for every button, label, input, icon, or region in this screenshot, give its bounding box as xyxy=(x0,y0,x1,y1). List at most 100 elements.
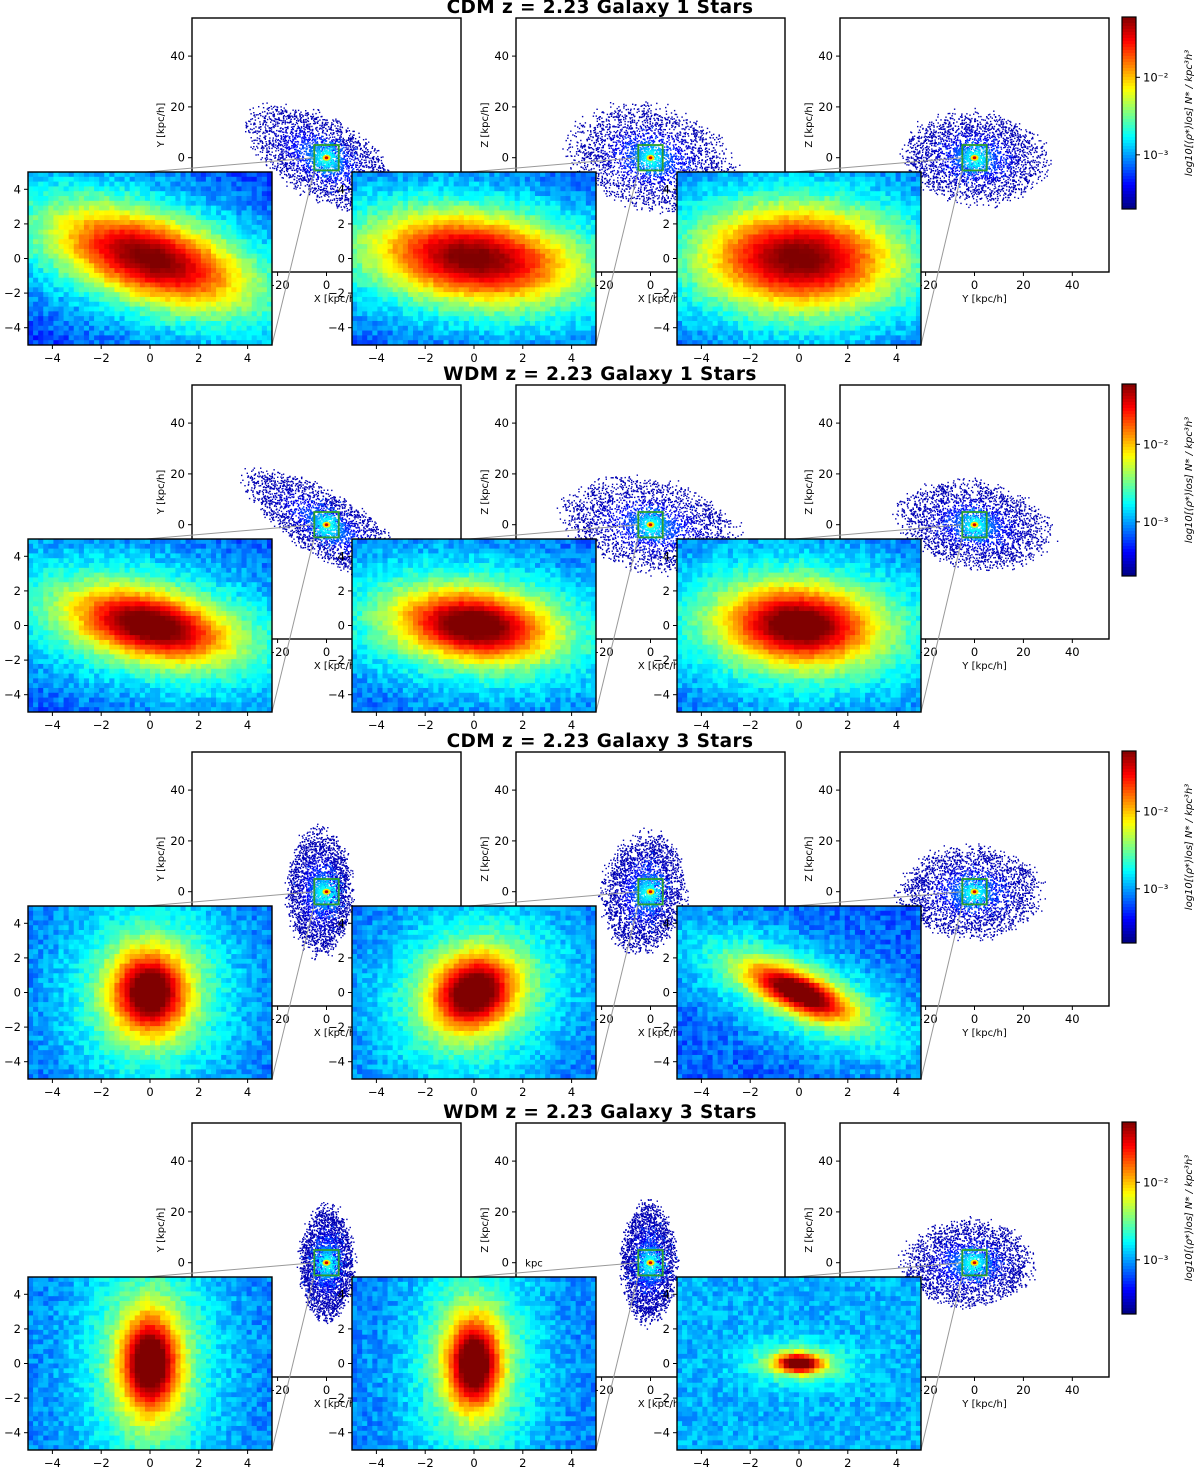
inset-y-tick-label: −4 xyxy=(4,321,21,335)
inset-x-tick-label: 4 xyxy=(244,1456,251,1470)
inset-heatmap xyxy=(677,172,921,345)
inset-y-tick-label: 2 xyxy=(663,1322,670,1336)
inset-x-tick-label: −2 xyxy=(93,718,110,732)
inset-heatmap xyxy=(28,906,272,1079)
inset-y-tick-label: 0 xyxy=(338,986,345,1000)
colorbar-tick-label: 10⁻² xyxy=(1143,437,1168,451)
inset-y-tick-label: 4 xyxy=(338,182,345,196)
inset-x-tick-label: 4 xyxy=(244,1085,251,1099)
y-tick-label: 0 xyxy=(826,151,833,165)
x-axis-label: Y [kpc/h] xyxy=(961,661,1007,672)
inset-x-tick-label: 4 xyxy=(893,1085,900,1099)
inset-x-tick-label: 2 xyxy=(195,1085,202,1099)
inset-heatmap xyxy=(28,172,272,345)
y-tick-label: 0 xyxy=(502,885,509,899)
y-tick-label: 0 xyxy=(178,518,185,532)
inset-x-tick-label: −2 xyxy=(742,1456,759,1470)
inset-y-tick-label: −4 xyxy=(328,1426,345,1440)
y-tick-label: 40 xyxy=(170,49,185,63)
colorbar-tick-label: 10⁻³ xyxy=(1143,1253,1169,1267)
inset-heatmap xyxy=(677,1277,921,1450)
inset-y-tick-label: 4 xyxy=(14,916,21,930)
inset-x-tick-label: 4 xyxy=(244,718,251,732)
inset-x-tick-label: 2 xyxy=(844,351,851,365)
inset-y-tick-label: 2 xyxy=(663,584,670,598)
colorbar-tick-label: 10⁻³ xyxy=(1143,882,1169,896)
inset-y-tick-label: −2 xyxy=(328,1391,345,1405)
inset-y-tick-label: −4 xyxy=(328,321,345,335)
inset-y-tick-label: 0 xyxy=(14,619,21,633)
inset-y-tick-label: −2 xyxy=(653,653,670,667)
inset-x-tick-label: −2 xyxy=(742,351,759,365)
x-tick-label: 20 xyxy=(1016,278,1031,292)
inset-x-tick-label: 0 xyxy=(146,1456,153,1470)
inset-y-tick-label: −2 xyxy=(653,286,670,300)
inset-x-tick-label: −4 xyxy=(368,351,385,365)
inset-x-tick-label: 4 xyxy=(893,351,900,365)
y-tick-label: 0 xyxy=(178,1256,185,1270)
inset-y-tick-label: 2 xyxy=(663,217,670,231)
inset-y-tick-label: −2 xyxy=(4,653,21,667)
inset-y-tick-label: −4 xyxy=(653,1426,670,1440)
inset-y-tick-label: −2 xyxy=(4,286,21,300)
y-axis-label: Y [kpc/h] xyxy=(156,837,167,883)
inset-y-tick-label: −4 xyxy=(328,688,345,702)
inset-x-tick-label: −2 xyxy=(742,1085,759,1099)
inset-y-tick-label: −4 xyxy=(653,688,670,702)
inset-x-tick-label: 2 xyxy=(519,1085,526,1099)
inset-y-tick-label: 2 xyxy=(338,1322,345,1336)
x-axis-label: Y [kpc/h] xyxy=(961,294,1007,305)
inset-x-tick-label: 2 xyxy=(195,718,202,732)
inset-y-tick-label: 4 xyxy=(663,182,670,196)
inset-heatmap xyxy=(352,539,596,712)
x-axis-label: Y [kpc/h] xyxy=(961,1399,1007,1410)
y-tick-label: 0 xyxy=(502,518,509,532)
y-tick-label: 40 xyxy=(170,783,185,797)
inset-x-tick-label: −2 xyxy=(93,1085,110,1099)
colorbar-tick-label: 10⁻² xyxy=(1143,70,1168,84)
inset-x-tick-label: −4 xyxy=(44,1085,61,1099)
y-tick-label: 40 xyxy=(494,783,509,797)
inset-x-tick-label: 0 xyxy=(470,351,477,365)
inset-x-tick-label: 2 xyxy=(195,1456,202,1470)
inset-y-tick-label: −4 xyxy=(4,1426,21,1440)
y-axis-label: Z [kpc/h] xyxy=(804,836,815,881)
inset-y-tick-label: 0 xyxy=(338,252,345,266)
inset-y-tick-label: −2 xyxy=(4,1020,21,1034)
inset-y-tick-label: −2 xyxy=(328,286,345,300)
inset-y-tick-label: 2 xyxy=(338,951,345,965)
panel-row: WDM z = 2.23 Galaxy 1 Stars−2002040−2002… xyxy=(0,367,1200,732)
x-tick-label: 40 xyxy=(1065,278,1080,292)
x-axis-label: Y [kpc/h] xyxy=(961,1028,1007,1039)
inset-y-tick-label: 0 xyxy=(14,252,21,266)
y-tick-label: 0 xyxy=(502,1256,509,1270)
inset-x-tick-label: −2 xyxy=(417,718,434,732)
inset-y-tick-label: 4 xyxy=(14,182,21,196)
inset-y-tick-label: 0 xyxy=(338,1357,345,1371)
inset-y-tick-label: −4 xyxy=(653,1055,670,1069)
y-axis-label: Z [kpc/h] xyxy=(480,836,491,881)
y-tick-label: 20 xyxy=(170,467,185,481)
y-axis-label: Z [kpc/h] xyxy=(480,102,491,147)
inset-y-tick-label: 4 xyxy=(663,1287,670,1301)
y-tick-label: 40 xyxy=(818,416,833,430)
inset-x-tick-label: 0 xyxy=(146,718,153,732)
inset-y-tick-label: 2 xyxy=(14,1322,21,1336)
inset-y-tick-label: 0 xyxy=(663,1357,670,1371)
x-tick-label: 20 xyxy=(1016,645,1031,659)
inset-x-tick-label: −4 xyxy=(693,1085,710,1099)
inset-x-tick-label: 0 xyxy=(470,1085,477,1099)
y-axis-label: Z [kpc/h] xyxy=(480,469,491,514)
y-tick-label: 20 xyxy=(494,467,509,481)
inset-heatmap xyxy=(352,906,596,1079)
inset-x-tick-label: −4 xyxy=(693,718,710,732)
inset-x-tick-label: 4 xyxy=(893,1456,900,1470)
inset-y-tick-label: −2 xyxy=(328,653,345,667)
inset-x-tick-label: 4 xyxy=(568,351,575,365)
y-tick-label: 20 xyxy=(818,834,833,848)
x-tick-label: 40 xyxy=(1065,1012,1080,1026)
